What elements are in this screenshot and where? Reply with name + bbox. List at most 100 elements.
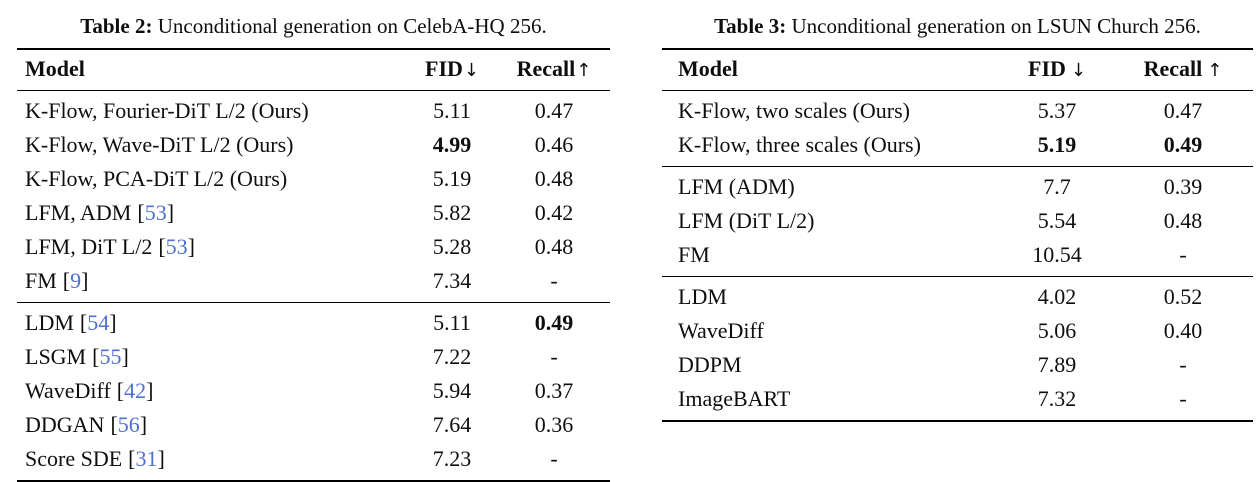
fid-cell: 5.19 (432, 166, 472, 191)
citation: [55] (92, 344, 129, 369)
citation-link[interactable]: 53 (165, 234, 188, 259)
table-row: DDGAN [56] 7.64 0.36 (17, 408, 610, 442)
model-name: LFM (ADM) (678, 174, 795, 199)
table-row: WaveDiff [42] 5.94 0.37 (17, 374, 610, 408)
recall-cell: 0.49 (1163, 132, 1203, 157)
table-row: LDM [54] 5.11 0.49 (17, 303, 610, 341)
table-3: Table 3: Unconditional generation on LSU… (662, 12, 1253, 422)
recall-cell: - (550, 268, 558, 293)
column-header-model: Model (662, 49, 1001, 91)
table-row: LFM, ADM [53] 5.82 0.42 (17, 196, 610, 230)
model-name: LFM, ADM (25, 200, 132, 225)
model-name: ImageBART (678, 386, 791, 411)
citation-link[interactable]: 9 (70, 268, 82, 293)
recall-cell: 0.49 (534, 310, 574, 335)
citation-link[interactable]: 53 (144, 200, 167, 225)
fid-cell: 5.37 (1037, 98, 1077, 123)
recall-cell: 0.48 (1163, 208, 1203, 233)
model-cell: K-Flow, three scales (Ours) (662, 128, 1001, 167)
bracket: ] (81, 268, 89, 293)
down-arrow-icon: ↓ (463, 60, 479, 81)
model-name: K-Flow, PCA-DiT L/2 (Ours) (25, 166, 288, 191)
citation: [53] (158, 234, 195, 259)
table-row: LFM, DiT L/2 [53] 5.28 0.48 (17, 230, 610, 264)
table-2: Table 2: Unconditional generation on Cel… (17, 12, 610, 482)
fid-cell: 7.7 (1043, 174, 1071, 199)
bracket: ] (146, 378, 154, 403)
fid-cell: 5.82 (432, 200, 472, 225)
column-header-fid: FID↓ (1001, 49, 1113, 91)
table-row: K-Flow, Wave-DiT L/2 (Ours) 4.99 0.46 (17, 128, 610, 162)
caption-text: Unconditional generation on LSUN Church … (791, 14, 1201, 38)
fid-cell: 5.54 (1037, 208, 1077, 233)
model-cell: K-Flow, Wave-DiT L/2 (Ours) (17, 128, 406, 162)
model-cell: WaveDiff (662, 314, 1001, 348)
recall-cell: 0.47 (534, 98, 574, 123)
recall-cell: - (1179, 386, 1187, 411)
citation: [42] (117, 378, 154, 403)
fid-cell: 5.11 (433, 310, 471, 335)
table-row: DDPM 7.89 - (662, 348, 1253, 382)
fid-cell: 4.99 (432, 132, 472, 157)
recall-cell: 0.48 (534, 234, 574, 259)
citation-link[interactable]: 42 (124, 378, 147, 403)
model-name: LFM, DiT L/2 (25, 234, 153, 259)
fid-cell: 7.89 (1037, 352, 1077, 377)
fid-cell: 7.34 (432, 268, 472, 293)
recall-cell: 0.48 (534, 166, 574, 191)
citation-link[interactable]: 55 (99, 344, 122, 369)
fid-cell: 10.54 (1032, 242, 1082, 267)
model-name: DDPM (678, 352, 742, 377)
results-table-lsun: Model FID ↓ Recall ↑ K-Flow, two scales (O… (662, 48, 1253, 422)
model-name: FM (678, 242, 710, 267)
bracket: ] (121, 344, 129, 369)
fid-cell: 5.28 (432, 234, 472, 259)
down-arrow-icon: ↓ (1070, 60, 1086, 81)
table-row: FM [9] 7.34 - (17, 264, 610, 303)
citation-link[interactable]: 54 (87, 310, 110, 335)
model-cell: LFM, DiT L/2 [53] (17, 230, 406, 264)
table-group: LDM [54] 5.11 0.49 LSGM [55] 7.22 - WaveDi… (17, 302, 610, 482)
table-group: LFM (ADM) 7.7 0.39 LFM (DiT L/2) 5.54 0.… (662, 166, 1253, 277)
header-row: Model FID↓ Recall↑ (17, 49, 610, 91)
bracket: [ (110, 412, 118, 437)
bracket: [ (92, 344, 100, 369)
up-arrow-icon: ↑ (576, 60, 592, 81)
table-row: LFM (DiT L/2) 5.54 0.48 (662, 204, 1253, 238)
bracket: [ (158, 234, 166, 259)
table-2-caption: Table 2: Unconditional generation on Cel… (17, 12, 610, 41)
model-cell: K-Flow, two scales (Ours) (662, 91, 1001, 129)
caption-text: Unconditional generation on CelebA-HQ 25… (157, 14, 547, 38)
column-header-fid: FID↓ (406, 49, 498, 91)
fid-cell: 4.02 (1037, 284, 1077, 309)
model-cell: LFM (DiT L/2) (662, 204, 1001, 238)
model-name: DDGAN (25, 412, 105, 437)
column-header-recall: Recall↑ (1113, 49, 1253, 91)
fid-cell: 7.32 (1037, 386, 1077, 411)
header-row: Model FID↓ Recall↑ (662, 49, 1253, 91)
table-group: K-Flow, Fourier-DiT L/2 (Ours) 5.11 0.47… (17, 91, 610, 303)
recall-cell: 0.46 (534, 132, 574, 157)
bracket: ] (139, 412, 148, 437)
fid-cell: 5.06 (1037, 318, 1077, 343)
bracket: [ (62, 268, 71, 293)
recall-cell: 0.52 (1163, 284, 1203, 309)
bracket: ] (187, 234, 195, 259)
table-row: LDM 4.02 0.52 (662, 277, 1253, 315)
table-row: LFM (ADM) 7.7 0.39 (662, 167, 1253, 205)
table-row: Score SDE [31] 7.23 - (17, 442, 610, 481)
recall-cell: 0.40 (1163, 318, 1203, 343)
fid-cell: 5.11 (433, 98, 471, 123)
citation-link[interactable]: 31 (135, 446, 158, 471)
model-name: FM (25, 268, 57, 293)
model-name: LFM (DiT L/2) (678, 208, 815, 233)
bracket: [ (79, 310, 88, 335)
model-cell: WaveDiff [42] (17, 374, 406, 408)
table-row: K-Flow, three scales (Ours) 5.19 0.49 (662, 128, 1253, 167)
citation: [56] (110, 412, 147, 437)
fid-cell: 5.19 (1037, 132, 1077, 157)
table-row: K-Flow, two scales (Ours) 5.37 0.47 (662, 91, 1253, 129)
citation-link[interactable]: 56 (117, 412, 140, 437)
bracket: ] (166, 200, 175, 225)
model-cell: FM (662, 238, 1001, 277)
